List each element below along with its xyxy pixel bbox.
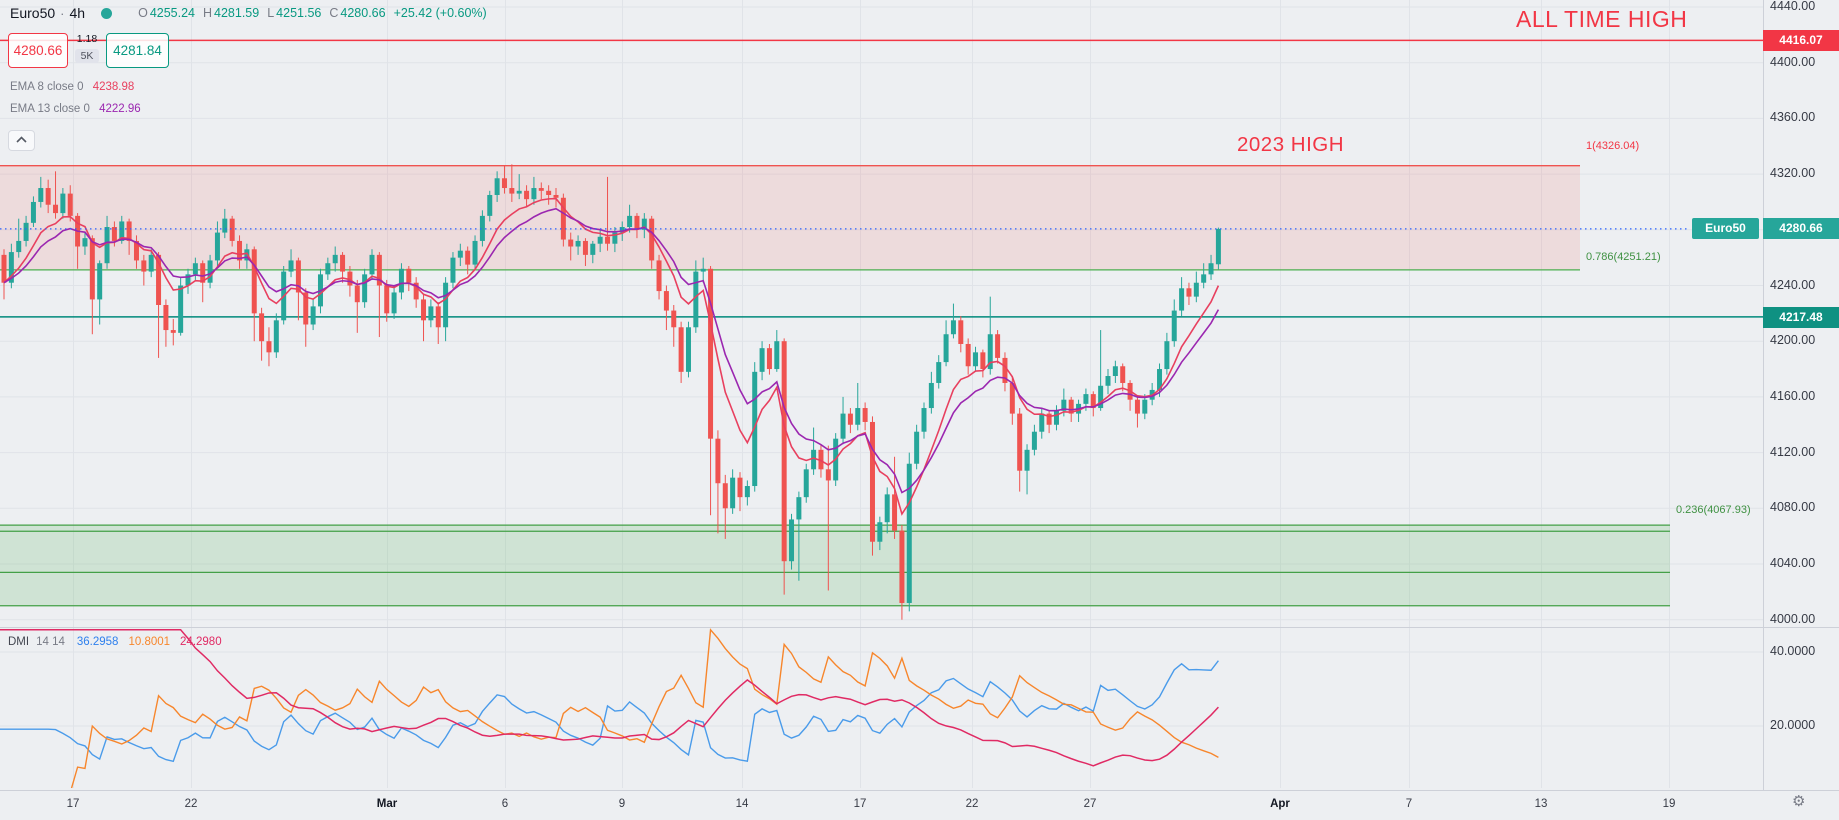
low-label: L [267, 6, 275, 20]
market-status-dot-icon [101, 7, 113, 19]
dmi-params: 14 14 [36, 636, 65, 648]
2023-high-annotation: 2023 HIGH [1237, 133, 1345, 156]
time-axis-label: 6 [501, 798, 509, 810]
price-axis-label: 4400.00 [1770, 54, 1816, 69]
fib-level-1-label: 1(4326.04) [1586, 140, 1640, 152]
time-axis-label: 14 [735, 798, 749, 810]
spread-value: 1.18 [76, 33, 98, 45]
price-axis-label: 4200.00 [1770, 333, 1816, 348]
open-label: O [138, 6, 148, 20]
dmi-legend[interactable]: DMI 14 14 36.2958 10.8001 24.2980 [8, 636, 222, 648]
price-axis-label: 4040.00 [1770, 556, 1816, 570]
change-value: +25.42 (+0.60%) [393, 6, 487, 20]
last-price-badge: 4280.66 [1763, 218, 1839, 239]
support-price-badge: 4217.48 [1763, 307, 1839, 328]
time-axis-label: 22 [184, 798, 198, 810]
bid-ask-row: 4280.66 1.18 5K 4281.84 [8, 33, 169, 68]
interval-label: 4h [69, 5, 86, 21]
time-axis-label: 17 [66, 798, 80, 810]
ema8-legend[interactable]: EMA 8 close 0 4238.98 [10, 81, 134, 93]
ema8-label: EMA 8 close 0 [10, 81, 84, 93]
ema8-value: 4238.98 [92, 81, 135, 93]
high-value: 4281.59 [214, 6, 260, 20]
price-axis-label: 4320.00 [1770, 166, 1816, 181]
dmi-adx-value: 24.2980 [180, 636, 222, 648]
bid-button[interactable]: 4280.66 [8, 33, 68, 68]
legend-collapse-button[interactable] [8, 130, 35, 151]
close-label: C [329, 6, 339, 20]
dmi-axis-label: 20.0000 [1770, 718, 1816, 732]
price-axis-label: 4440.00 [1770, 0, 1816, 13]
time-axis-label: Apr [1270, 798, 1290, 810]
price-axis-label: 4160.00 [1770, 388, 1816, 403]
time-axis-label: 9 [618, 798, 626, 810]
ohlc-readout: O 4255.24 H 4281.59 L 4251.56 C 4280.66 +25.… [130, 6, 487, 20]
time-axis-label: 13 [1534, 798, 1548, 810]
price-axis-label: 4120.00 [1770, 444, 1816, 459]
dmi-minus-di-value: 10.8001 [128, 636, 171, 648]
price-axis-label: 4360.00 [1770, 110, 1816, 125]
high-label: H [203, 6, 213, 20]
order-size-pill[interactable]: 5K [74, 49, 100, 63]
time-axis-label: Mar [376, 798, 398, 810]
time-axis-label: 27 [1083, 798, 1097, 810]
open-value: 4255.24 [149, 6, 195, 20]
close-value: 4280.66 [340, 6, 386, 20]
dmi-name: DMI [8, 636, 30, 648]
dmi-plus-di-value: 36.2958 [76, 636, 119, 648]
all-time-high-price-badge: 4416.07 [1763, 30, 1839, 51]
time-axis-label: 19 [1662, 798, 1676, 810]
all-time-high-annotation: ALL TIME HIGH [1516, 6, 1688, 32]
price-axis-label: 4080.00 [1770, 500, 1816, 515]
time-axis-label: 22 [965, 798, 979, 810]
dmi-axis-label: 40.0000 [1770, 644, 1816, 658]
ema13-legend[interactable]: EMA 13 close 0 4222.96 [10, 103, 141, 115]
time-axis-label: 17 [853, 798, 867, 810]
time-axis-label: 7 [1405, 798, 1413, 810]
price-axis-label: 4240.00 [1770, 277, 1816, 292]
gear-icon[interactable]: ⚙ [1792, 793, 1806, 810]
low-value: 4251.56 [276, 6, 322, 20]
ema13-label: EMA 13 close 0 [10, 103, 90, 115]
spread-stack: 1.18 5K [68, 33, 106, 64]
ask-button[interactable]: 4281.84 [106, 33, 169, 68]
ema13-value: 4222.96 [99, 103, 141, 115]
symbol-name: Euro50 [10, 5, 56, 21]
symbol-separator: · [60, 5, 65, 21]
symbol-title-row[interactable]: Euro50 · 4h O 4255.24 H 4281.59 L 4251.56 C… [10, 5, 487, 21]
fib-level-0786-label: 0.786(4251.21) [1586, 251, 1661, 263]
price-axis-label: 4000.00 [1770, 611, 1816, 626]
series-name-badge: Euro50 [1692, 218, 1759, 239]
fib-level-0236-label: 0.236(4067.93) [1676, 504, 1751, 516]
